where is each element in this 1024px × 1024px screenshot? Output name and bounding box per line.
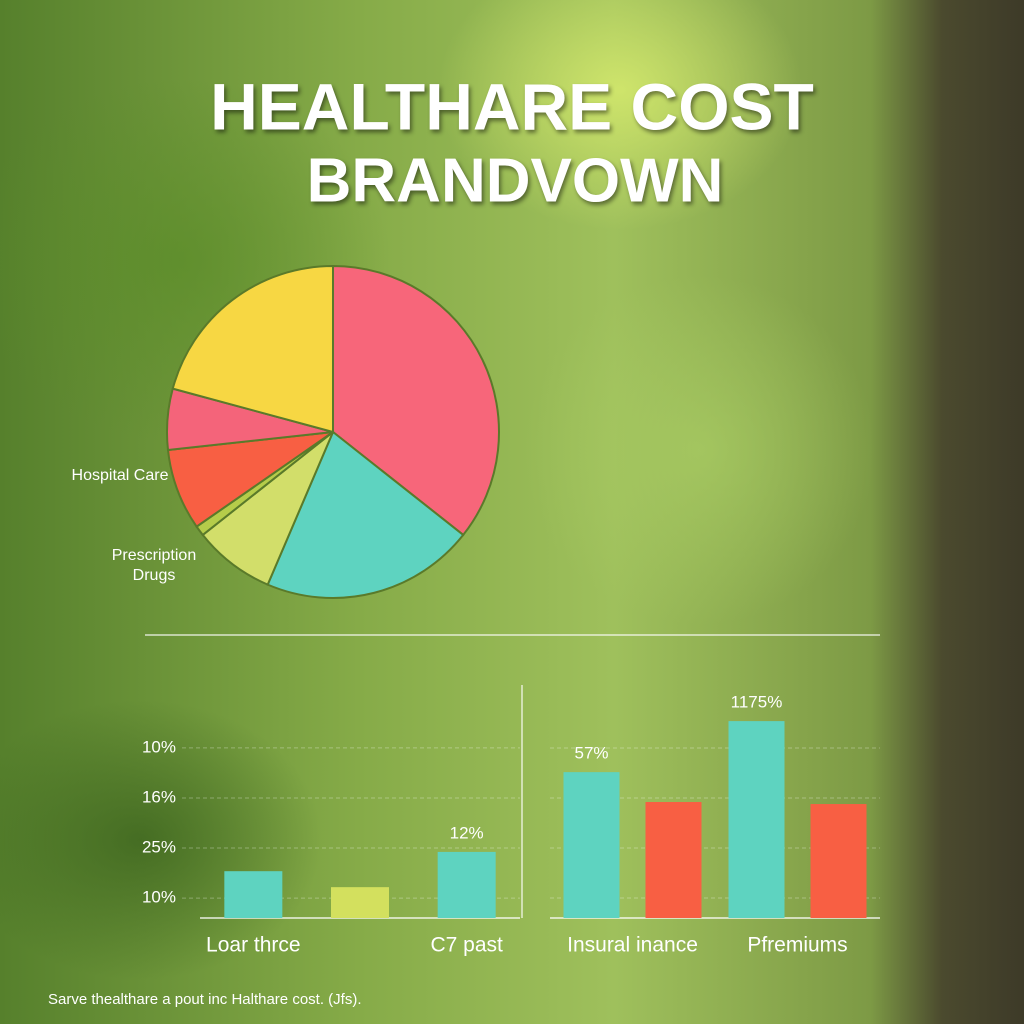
title-line-2: BRANDVOWN — [307, 146, 724, 215]
bar — [224, 871, 283, 918]
bar — [810, 804, 867, 918]
value-label: 57% — [574, 744, 608, 763]
x-tick-label: Loar thrce — [206, 934, 301, 957]
y-tick-label: 10% — [142, 737, 176, 756]
y-tick-label: 10% — [142, 888, 176, 907]
pie-slice — [171, 264, 334, 434]
pie-slice — [266, 430, 465, 599]
bar — [645, 802, 702, 918]
bar — [563, 772, 620, 918]
title-line-1: HEALTHARE COST — [210, 69, 814, 143]
slice-label: Hospital Care — [71, 467, 169, 484]
bar — [437, 851, 496, 918]
x-tick-label: Pfremiums — [747, 934, 847, 957]
y-tick-label: 25% — [142, 838, 176, 857]
footer: Sarve thealthare a pout inc Halthare cos… — [48, 991, 361, 1008]
slice-label: Prescription Drugs — [111, 547, 197, 584]
x-tick-label: Insural inance — [567, 934, 698, 957]
value-label: 1175% — [731, 693, 783, 712]
bar — [728, 721, 785, 918]
value-label: 12% — [450, 823, 484, 842]
bar — [331, 887, 389, 918]
x-tick-label: C7 past — [430, 934, 503, 957]
y-tick-label: 16% — [142, 787, 176, 806]
pie-slice — [332, 264, 500, 537]
